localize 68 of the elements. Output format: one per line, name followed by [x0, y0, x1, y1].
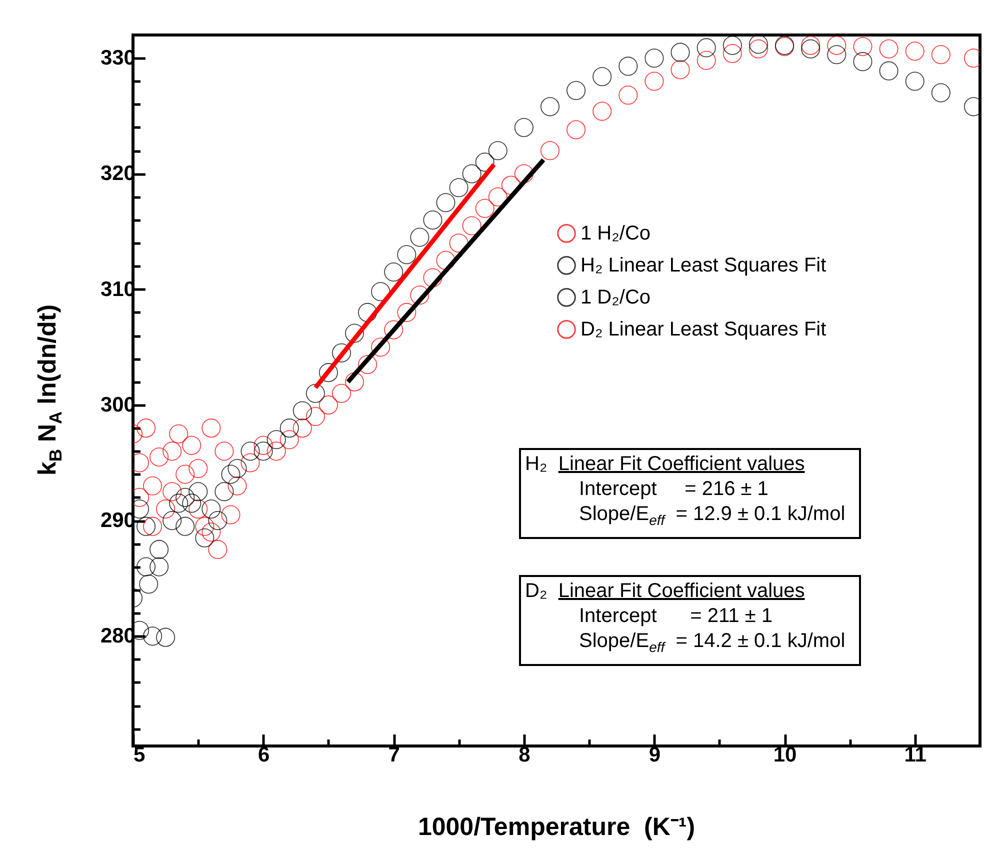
point — [318, 363, 338, 382]
point — [136, 557, 156, 576]
point — [202, 499, 221, 519]
point — [540, 97, 560, 116]
annotation: D₂ Linear Fit Coefficient values — [525, 579, 806, 604]
x-tick-label: 9 — [648, 744, 661, 766]
point — [188, 482, 208, 502]
point — [618, 56, 638, 76]
point — [182, 494, 202, 513]
point — [143, 626, 162, 646]
point — [566, 80, 586, 100]
point — [254, 442, 273, 461]
annotation: Intercept = 216 ± 1 — [578, 477, 770, 502]
point — [266, 430, 286, 450]
point — [139, 574, 158, 594]
point — [410, 228, 430, 247]
x-tick-label: 11 — [904, 744, 927, 766]
point — [801, 39, 820, 58]
point — [228, 459, 247, 478]
point — [436, 193, 456, 212]
point — [722, 36, 742, 55]
point — [905, 72, 924, 91]
point — [332, 343, 352, 362]
point — [592, 67, 612, 86]
point — [384, 262, 404, 282]
annotation: Slope/E$_{eff}$ = 12.9 ± 0.1 kJ/mol — [578, 502, 846, 530]
legend-label: H₂ Linear Least Squares Fit — [580, 254, 827, 276]
point — [853, 52, 872, 72]
annotation: Intercept = 211 ± 1 — [578, 604, 774, 629]
x-axis-title: 1000/Temperature (K⁻¹) — [416, 812, 696, 842]
point — [514, 118, 534, 138]
x-tick-label: 6 — [258, 744, 270, 766]
annotation: Slope/E$_{eff}$ = 14.2 ± 0.1 kJ/mol — [578, 629, 846, 657]
point — [208, 511, 228, 530]
point — [292, 401, 312, 420]
x-tick-label: 8 — [518, 744, 531, 766]
point — [150, 557, 169, 576]
point — [644, 48, 664, 68]
point — [136, 516, 156, 536]
point — [221, 464, 240, 484]
point — [670, 42, 690, 62]
point — [150, 540, 169, 559]
point — [162, 511, 182, 530]
point — [156, 628, 176, 647]
point — [195, 528, 214, 548]
point — [696, 38, 716, 58]
x-tick-label: 10 — [773, 744, 797, 766]
legend-label: D₂ Linear Least Squares Fit — [580, 318, 827, 340]
point — [462, 164, 482, 184]
point — [169, 494, 188, 513]
point — [449, 178, 468, 198]
point — [397, 245, 416, 264]
legend-label: 1 H₂/Co — [580, 222, 651, 244]
point — [344, 324, 364, 343]
point — [176, 488, 195, 507]
legend-label: 1 D₂/Co — [580, 286, 651, 308]
point — [748, 35, 768, 54]
point — [306, 384, 325, 403]
annotation: H₂ Linear Fit Coefficient values — [525, 452, 806, 477]
point — [280, 418, 299, 438]
point — [879, 61, 898, 80]
point — [488, 141, 508, 160]
point — [827, 45, 846, 64]
point — [423, 210, 442, 230]
point — [931, 83, 950, 102]
point — [176, 516, 195, 536]
point — [240, 442, 260, 461]
point — [214, 482, 234, 502]
